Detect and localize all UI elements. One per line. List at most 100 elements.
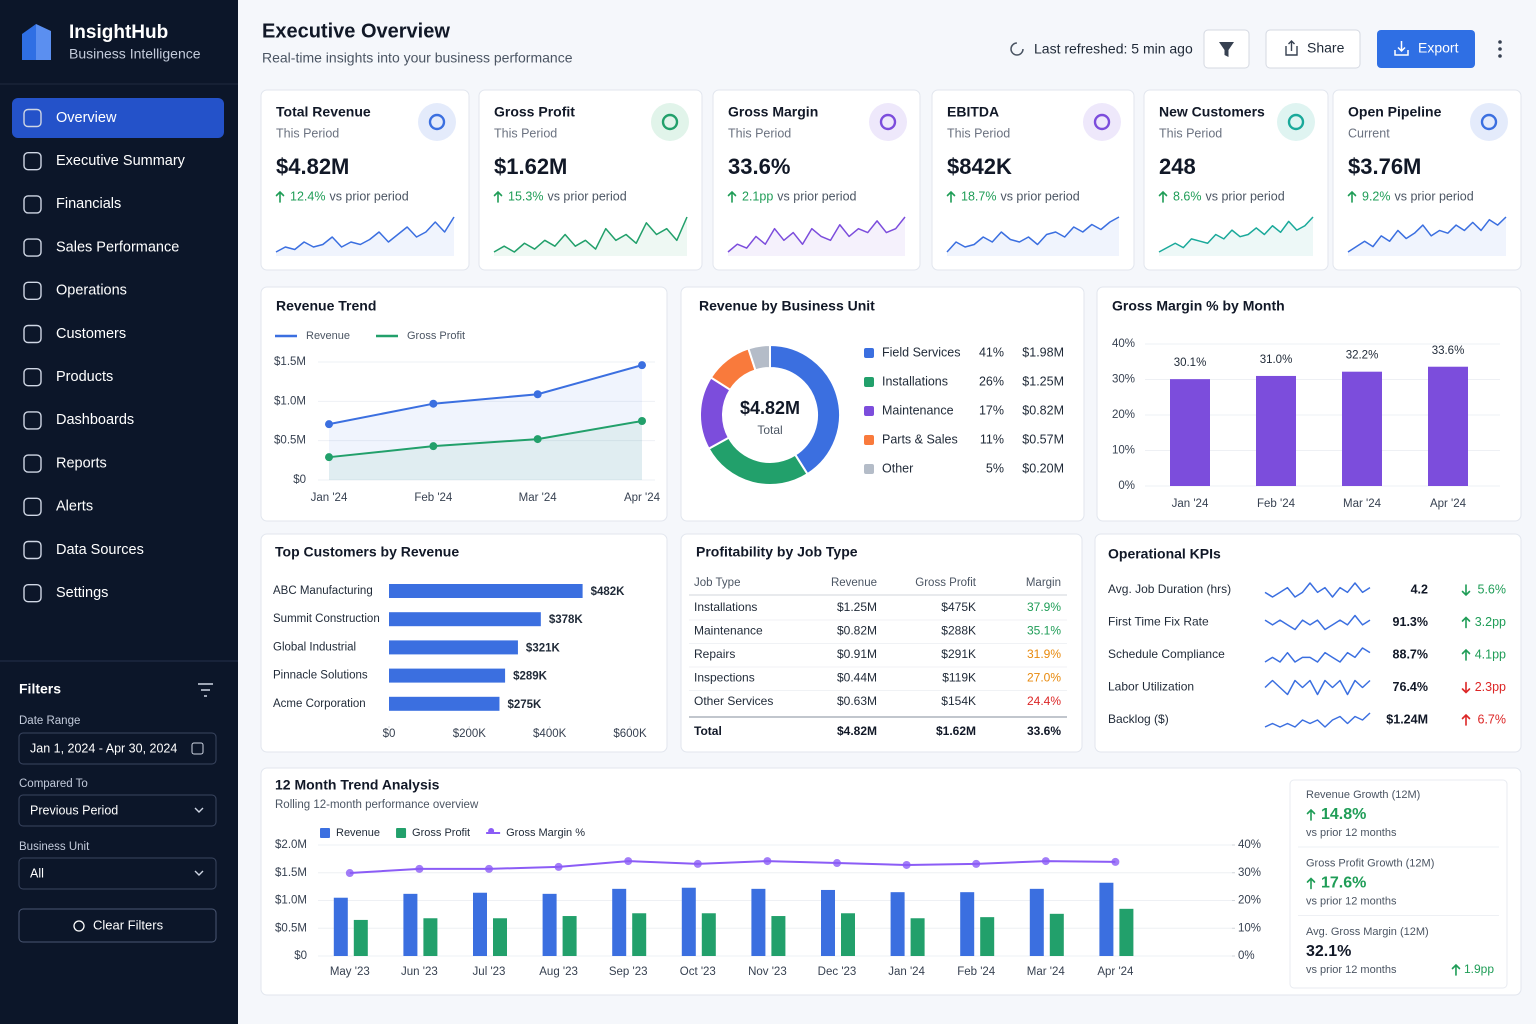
kpi-icon [418,103,456,141]
card [478,89,703,271]
kpi-period: Current [1348,126,1390,140]
bar [389,696,500,711]
series-line [328,364,643,426]
x-tick-label: Aug '23 [539,966,578,978]
nav-icon [23,368,42,387]
value-label: $482K [591,586,626,598]
kpi-title: EBITDA [947,104,999,120]
share-button[interactable] [1265,29,1361,69]
nav-item[interactable]: Operations [56,283,127,299]
nav-item[interactable]: Reports [56,455,107,471]
arrow-icon [275,190,285,203]
kpi-icon [879,113,897,131]
bar [389,640,518,655]
kpi-change: 4.1pp [1475,647,1506,661]
nav-icon [23,411,42,430]
chevron [194,807,204,813]
summary-label: Revenue Growth (12M) [1306,789,1420,801]
nav-item[interactable]: Alerts [56,499,93,515]
kpi-value: 91.3% [1393,615,1428,629]
kpi-name: First Time Fix Rate [1108,615,1209,629]
arrow-icon [1461,713,1471,726]
bar [389,612,541,627]
x-tick-label: Mar '24 [1343,498,1382,510]
column-header: Revenue [831,577,877,589]
arrow-icon [1306,808,1316,821]
sparkline-area [276,217,454,256]
bar [473,892,487,956]
nav-item[interactable]: Customers [56,326,126,342]
table-cell: $0.63M [837,694,877,708]
kpi-value: 248 [1159,154,1196,179]
x-tick-label: Apr '24 [1097,966,1134,978]
table-cell: $0.44M [837,671,877,685]
filter-value: Previous Period [30,803,118,817]
clear-button[interactable] [18,908,217,943]
value-label: 32.2% [1346,350,1379,362]
table-cell: $119K [942,671,976,685]
value-label: 30.1% [1174,357,1207,369]
category-label: Global Industrial [273,641,356,653]
nav-icon [23,151,42,171]
amount-label: $0.57M [1022,432,1064,446]
bar [841,913,855,956]
value-label: $289K [513,671,548,683]
value-label: 11% [980,432,1004,446]
filter-input[interactable] [18,794,217,827]
sparkline [1264,582,1371,598]
chart-title: Gross Margin % by Month [1112,298,1285,314]
chart-title: 12 Month Trend Analysis [275,777,440,793]
legend-label: Field Services [882,345,961,359]
value-label: $378K [549,614,584,626]
legend-swatch [864,406,874,416]
nav-item[interactable]: Dashboards [56,412,134,428]
nav-item[interactable]: Executive Summary [56,153,186,169]
bar [1029,888,1044,956]
table-cell: Repairs [694,647,735,661]
nav-item[interactable]: Overview [56,110,117,126]
summary-note: vs prior 12 months [1306,964,1397,976]
summary-value: 14.8% [1321,806,1366,823]
filter-input[interactable] [18,732,217,765]
data-point [533,435,542,444]
arrow-icon [1461,584,1471,597]
kpi-icon [428,113,446,131]
y2-tick-label: 20% [1238,895,1261,907]
value-label: 31.0% [1260,354,1293,366]
category-label: Pinnacle Solutions [273,670,368,682]
kpi-value: $3.76M [1348,154,1421,179]
kpi-title: Total Revenue [276,104,371,120]
value-label: 5% [986,461,1004,475]
kpi-note: vs prior period [547,189,626,203]
table-cell: Installations [694,600,757,614]
kpi-icon [651,103,689,141]
sparkline-area [728,217,905,256]
menu-dot [1498,54,1502,58]
card [931,89,1135,271]
brand-tagline: Business Intelligence [69,46,201,62]
bar [890,892,905,956]
nav-item[interactable]: Financials [56,196,121,212]
data-point [624,857,633,866]
chart-subtitle: Rolling 12-month performance overview [275,799,479,811]
summary-change: 1.9pp [1464,962,1494,976]
sparkline [1264,647,1371,663]
export-button[interactable] [1377,30,1475,68]
chart-title: Revenue Trend [276,298,376,314]
table-cell: 35.1% [1027,624,1061,638]
x-tick-label: Jun '23 [401,966,438,978]
nav-item[interactable]: Settings [56,585,108,601]
arrow-icon [1451,963,1461,976]
legend-label: Other [882,461,913,475]
card [260,286,668,522]
menu-dot [1498,47,1502,51]
filter-input[interactable] [18,857,217,890]
nav-item[interactable]: Products [56,369,113,385]
table-cell: $1.25M [837,600,877,614]
x-tick-label: Mar '24 [519,492,558,504]
bar [821,889,835,956]
nav-item[interactable]: Data Sources [56,542,144,558]
nav-item[interactable]: Sales Performance [56,239,179,255]
series-area [329,421,642,480]
